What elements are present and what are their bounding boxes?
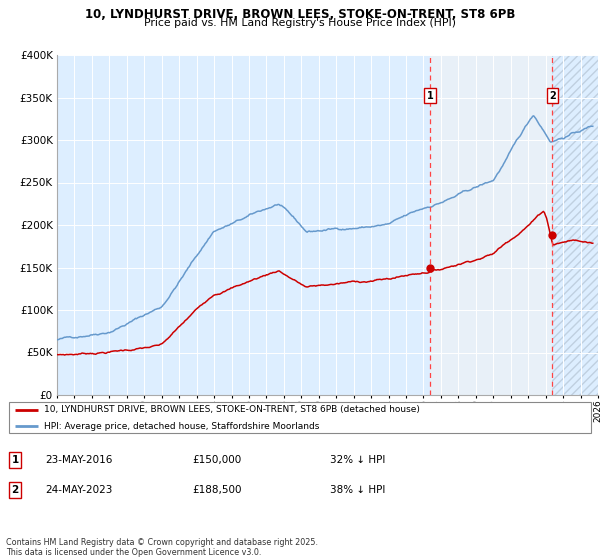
Text: 38% ↓ HPI: 38% ↓ HPI xyxy=(330,485,385,495)
Text: 10, LYNDHURST DRIVE, BROWN LEES, STOKE-ON-TRENT, ST8 6PB (detached house): 10, LYNDHURST DRIVE, BROWN LEES, STOKE-O… xyxy=(44,405,420,414)
FancyBboxPatch shape xyxy=(9,402,591,433)
Text: 1: 1 xyxy=(11,455,19,465)
Text: 23-MAY-2016: 23-MAY-2016 xyxy=(45,455,112,465)
Text: £150,000: £150,000 xyxy=(192,455,241,465)
Text: 1: 1 xyxy=(427,91,434,101)
Bar xyxy=(553,55,598,395)
Text: 10, LYNDHURST DRIVE, BROWN LEES, STOKE-ON-TRENT, ST8 6PB: 10, LYNDHURST DRIVE, BROWN LEES, STOKE-O… xyxy=(85,8,515,21)
Text: 2: 2 xyxy=(549,91,556,101)
Text: Price paid vs. HM Land Registry's House Price Index (HPI): Price paid vs. HM Land Registry's House … xyxy=(144,18,456,29)
Text: 2: 2 xyxy=(11,485,19,495)
Bar xyxy=(430,55,553,395)
Text: 24-MAY-2023: 24-MAY-2023 xyxy=(45,485,112,495)
Text: HPI: Average price, detached house, Staffordshire Moorlands: HPI: Average price, detached house, Staf… xyxy=(44,422,320,431)
Text: Contains HM Land Registry data © Crown copyright and database right 2025.
This d: Contains HM Land Registry data © Crown c… xyxy=(6,538,318,557)
Text: 32% ↓ HPI: 32% ↓ HPI xyxy=(330,455,385,465)
Text: £188,500: £188,500 xyxy=(192,485,241,495)
